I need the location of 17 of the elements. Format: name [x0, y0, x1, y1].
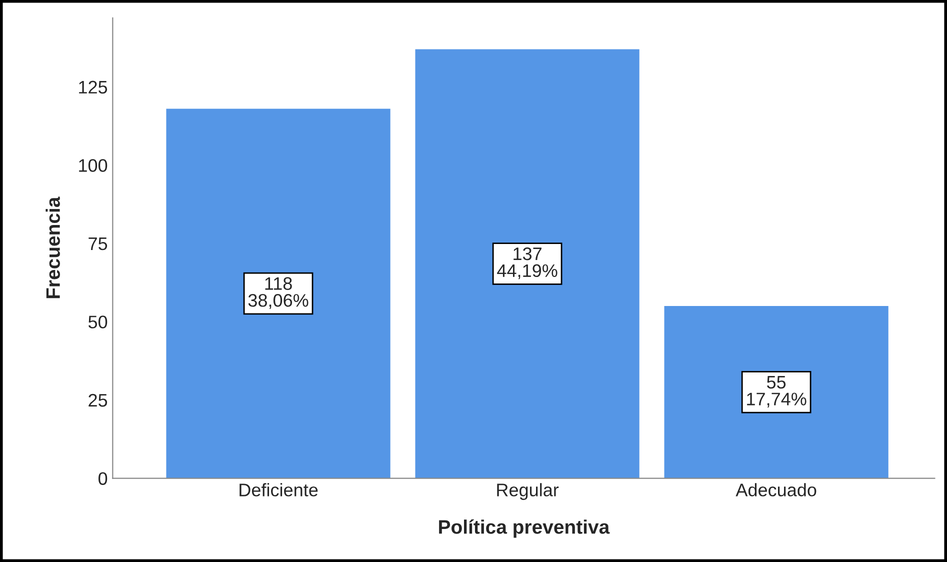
- data-label: 137 44,19%: [497, 247, 558, 280]
- x-tick-label: Regular: [497, 483, 559, 500]
- bar: [166, 108, 390, 478]
- y-tick-label: 75: [88, 238, 108, 250]
- y-axis-title: Frecuencia: [46, 196, 60, 298]
- data-label: 55 17,74%: [747, 376, 806, 408]
- x-tick-label: Deficiente: [240, 483, 318, 496]
- bar: [415, 49, 640, 478]
- y-tick-label: 100: [79, 159, 108, 172]
- x-tick-label: Adecuado: [736, 483, 816, 496]
- y-tick-label: 50: [88, 316, 108, 328]
- y-tick-label: 0: [98, 472, 108, 485]
- x-axis-title: Política preventiva: [439, 519, 610, 538]
- bar: [664, 306, 888, 478]
- y-tick-label: 125: [79, 80, 108, 94]
- data-label: 118 38,06%: [248, 277, 308, 309]
- y-tick-label: 25: [88, 394, 108, 407]
